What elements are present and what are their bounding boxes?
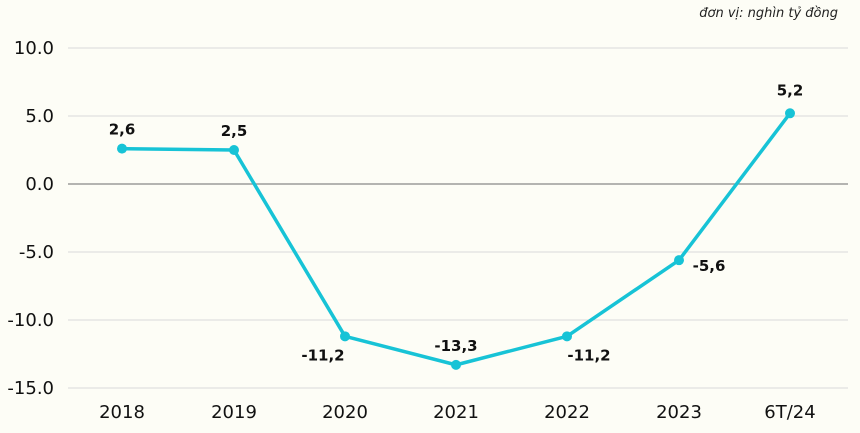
data-label: 2,5 [221, 122, 248, 140]
data-point [340, 331, 350, 342]
x-tick-label: 2019 [211, 402, 257, 423]
x-tick-label: 2018 [99, 402, 145, 423]
data-label: -5,6 [693, 257, 726, 275]
y-tick-label: -15.0 [7, 378, 54, 399]
y-tick-label: 5.0 [25, 106, 54, 127]
data-label: 2,6 [109, 121, 136, 139]
y-tick-label: -5.0 [19, 242, 54, 263]
unit-note: đơn vị: nghìn tỷ đồng [699, 6, 838, 21]
data-point [674, 255, 684, 266]
y-tick-label: 10.0 [14, 38, 54, 59]
data-point [229, 145, 239, 155]
x-tick-label: 2021 [433, 402, 479, 423]
x-tick-label: 6T/24 [764, 402, 815, 423]
x-tick-label: 2022 [544, 402, 590, 423]
data-label: -13,3 [434, 337, 477, 355]
data-label: -11,2 [301, 346, 344, 364]
data-label: -11,2 [567, 346, 610, 364]
data-point [785, 108, 795, 119]
series-line [120, 111, 792, 367]
data-label: 5,2 [777, 81, 804, 99]
data-point [117, 143, 127, 154]
data-point [451, 359, 461, 370]
x-tick-label: 2020 [322, 402, 368, 423]
x-tick-label: 2023 [656, 402, 702, 423]
y-tick-label: 0.0 [25, 174, 54, 195]
y-tick-label: -10.0 [7, 310, 54, 331]
data-point [562, 331, 572, 342]
